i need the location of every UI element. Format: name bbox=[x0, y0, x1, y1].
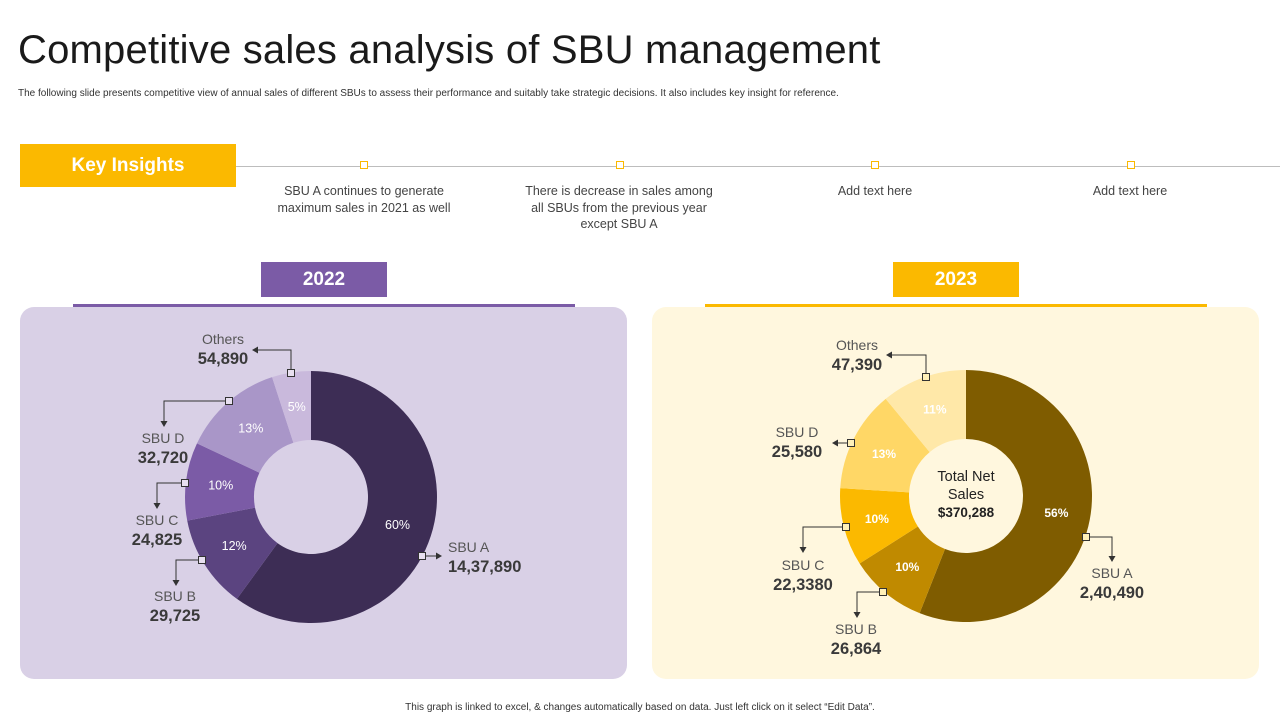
insight-text-2: There is decrease in sales among all SBU… bbox=[525, 184, 713, 231]
year-badge-2023: 2023 bbox=[893, 262, 1019, 297]
callout-line-2023-others bbox=[892, 354, 927, 377]
page-title: Competitive sales analysis of SBU manage… bbox=[18, 28, 881, 72]
percent-label-2023-sbu-c: 10% bbox=[865, 512, 889, 526]
category-label-2023-sbu-d: SBU D bbox=[776, 424, 819, 440]
callout-marker-2023-sbu-b bbox=[879, 588, 887, 596]
callout-arrow-2022-sbu-b bbox=[172, 580, 180, 586]
donut-slice-2023-others bbox=[885, 370, 966, 453]
category-label-2022-sbu-d: SBU D bbox=[142, 430, 185, 446]
percent-label-2023-sbu-b: 10% bbox=[895, 560, 919, 574]
timeline-line bbox=[236, 166, 1280, 167]
value-label-2022-sbu-a: 14,37,890 bbox=[448, 558, 521, 576]
callout-marker-2023-sbu-c bbox=[842, 523, 850, 531]
value-label-2023-sbu-a: 2,40,490 bbox=[1080, 584, 1144, 602]
callout-line-2022-sbu-c bbox=[156, 482, 185, 503]
callout-line-2023-sbu-c bbox=[802, 526, 846, 547]
donut-slice-2023-sbu-a bbox=[919, 370, 1093, 623]
callout-arrow-2023-sbu-c bbox=[799, 547, 807, 553]
percent-label-2022-sbu-d: 13% bbox=[238, 422, 263, 436]
percent-label-2022-sbu-c: 10% bbox=[208, 479, 233, 493]
callout-marker-2022-sbu-b bbox=[198, 556, 206, 564]
category-label-2022-sbu-c: SBU C bbox=[136, 512, 179, 528]
center-label-2023-line-1: Total Net bbox=[937, 469, 994, 485]
callout-marker-2022-sbu-c bbox=[181, 479, 189, 487]
percent-label-2023-sbu-a: 56% bbox=[1044, 506, 1068, 520]
donut-slice-2023-sbu-c bbox=[840, 488, 918, 564]
percent-label-2022-others: 5% bbox=[288, 400, 306, 414]
percent-label-2023-sbu-d: 13% bbox=[872, 447, 896, 461]
timeline-marker-2 bbox=[616, 161, 624, 169]
value-label-2022-sbu-c: 24,825 bbox=[132, 531, 182, 549]
percent-label-2022-sbu-b: 12% bbox=[222, 539, 247, 553]
callout-arrow-2023-others bbox=[886, 351, 892, 359]
category-label-2022-others: Others bbox=[202, 331, 244, 347]
callout-arrow-2022-sbu-a bbox=[436, 552, 442, 560]
callout-marker-2023-others bbox=[922, 373, 930, 381]
callout-arrow-2023-sbu-b bbox=[853, 612, 861, 618]
callout-marker-2022-sbu-a bbox=[418, 552, 426, 560]
key-insights-label: Key Insights bbox=[20, 144, 236, 187]
value-label-2022-sbu-d: 32,720 bbox=[138, 449, 188, 467]
value-label-2022-others: 54,890 bbox=[198, 350, 248, 368]
callout-line-2023-sbu-b bbox=[856, 591, 883, 612]
insight-text-1: SBU A continues to generate maximum sale… bbox=[277, 184, 451, 215]
callout-marker-2023-sbu-d bbox=[847, 439, 855, 447]
year-underline-2022 bbox=[73, 304, 575, 307]
value-label-2023-sbu-d: 25,580 bbox=[772, 443, 822, 461]
category-label-2022-sbu-b: SBU B bbox=[154, 588, 196, 604]
value-label-2023-others: 47,390 bbox=[832, 356, 882, 374]
timeline-marker-4 bbox=[1127, 161, 1135, 169]
callout-marker-2023-sbu-a bbox=[1082, 533, 1090, 541]
callout-line-2023-sbu-a bbox=[1086, 536, 1113, 556]
callout-line-2022-sbu-d bbox=[163, 400, 229, 421]
callout-arrow-2022-sbu-c bbox=[153, 503, 161, 509]
center-label-2023-line-2: Sales bbox=[948, 487, 984, 503]
callout-arrow-2023-sbu-d bbox=[832, 439, 838, 447]
percent-label-2023-others: 11% bbox=[923, 402, 947, 416]
callout-marker-2022-others bbox=[287, 369, 295, 377]
callout-arrow-2023-sbu-a bbox=[1108, 556, 1116, 562]
callout-marker-2022-sbu-d bbox=[225, 397, 233, 405]
callout-arrow-2022-sbu-d bbox=[160, 421, 168, 427]
category-label-2023-sbu-b: SBU B bbox=[835, 621, 877, 637]
donut-slice-2023-sbu-d bbox=[840, 398, 930, 493]
donut-slice-2022-others bbox=[272, 371, 311, 443]
callout-arrow-2022-others bbox=[252, 346, 258, 354]
donut-slice-2022-sbu-a bbox=[236, 371, 437, 624]
value-label-2023-sbu-b: 26,864 bbox=[831, 640, 882, 658]
callout-line-2022-sbu-b bbox=[175, 559, 202, 580]
percent-label-2022-sbu-a: 60% bbox=[385, 518, 410, 532]
donut-slice-2022-sbu-d bbox=[196, 377, 294, 473]
value-label-2022-sbu-b: 29,725 bbox=[150, 607, 200, 625]
category-label-2023-sbu-c: SBU C bbox=[782, 557, 825, 573]
category-label-2022-sbu-a: SBU A bbox=[448, 539, 490, 555]
year-underline-2023 bbox=[705, 304, 1207, 307]
center-label-2023-line-3: $370,288 bbox=[938, 505, 995, 520]
timeline-marker-3 bbox=[871, 161, 879, 169]
donut-slice-2023-sbu-b bbox=[859, 526, 946, 614]
year-badge-2022: 2022 bbox=[261, 262, 387, 297]
category-label-2023-sbu-a: SBU A bbox=[1091, 565, 1133, 581]
category-label-2023-others: Others bbox=[836, 337, 878, 353]
value-label-2023-sbu-c: 22,3380 bbox=[773, 576, 833, 594]
insight-text-4: Add text here bbox=[1092, 184, 1168, 198]
insight-text-3: Add text here bbox=[837, 184, 913, 198]
timeline-marker-1 bbox=[360, 161, 368, 169]
page-subtitle: The following slide presents competitive… bbox=[18, 88, 839, 99]
donut-slice-2022-sbu-c bbox=[185, 443, 260, 521]
footer-note: This graph is linked to excel, & changes… bbox=[405, 702, 875, 713]
callout-line-2022-others bbox=[258, 349, 292, 373]
donut-slice-2022-sbu-b bbox=[187, 507, 278, 599]
